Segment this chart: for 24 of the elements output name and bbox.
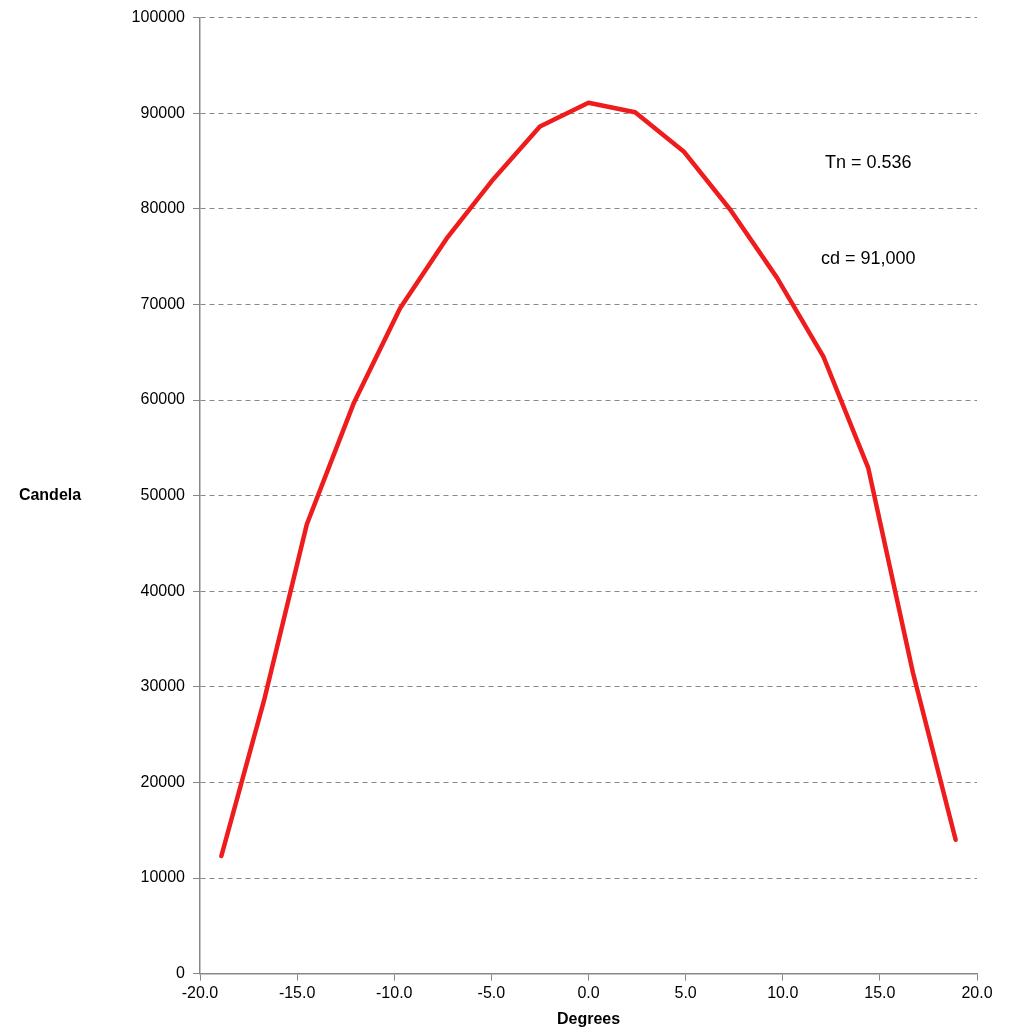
x-tick-label: -5.0 — [477, 983, 506, 1001]
x-tick-label: 5.0 — [674, 983, 697, 1001]
y-tick-label: 50000 — [140, 486, 186, 504]
y-tick-label: 20000 — [140, 772, 186, 790]
y-tick-label: 70000 — [140, 294, 186, 312]
annotation: Tn = 0.536 — [824, 151, 912, 172]
x-tick-label: 10.0 — [767, 983, 799, 1001]
y-tick-label: 30000 — [140, 677, 186, 695]
y-tick-label: 40000 — [140, 581, 186, 599]
y-tick-label: 10000 — [140, 868, 186, 886]
x-tick-label: -20.0 — [181, 983, 219, 1001]
y-tick-label: 0 — [176, 964, 186, 982]
y-tick-label: 80000 — [140, 199, 186, 217]
y-tick-label: 90000 — [140, 103, 186, 121]
x-tick-label: -15.0 — [278, 983, 316, 1001]
x-tick-label: 0.0 — [577, 983, 600, 1001]
y-tick-label: 100000 — [131, 8, 186, 26]
x-axis-title: Degrees — [556, 1009, 621, 1027]
y-tick-label: 60000 — [140, 390, 186, 408]
x-tick-label: -10.0 — [376, 983, 413, 1001]
annotation: cd = 91,000 — [820, 247, 916, 268]
x-tick-label: 20.0 — [961, 983, 993, 1001]
x-tick-label: 15.0 — [864, 983, 896, 1001]
y-axis-title: Candela — [18, 486, 82, 504]
